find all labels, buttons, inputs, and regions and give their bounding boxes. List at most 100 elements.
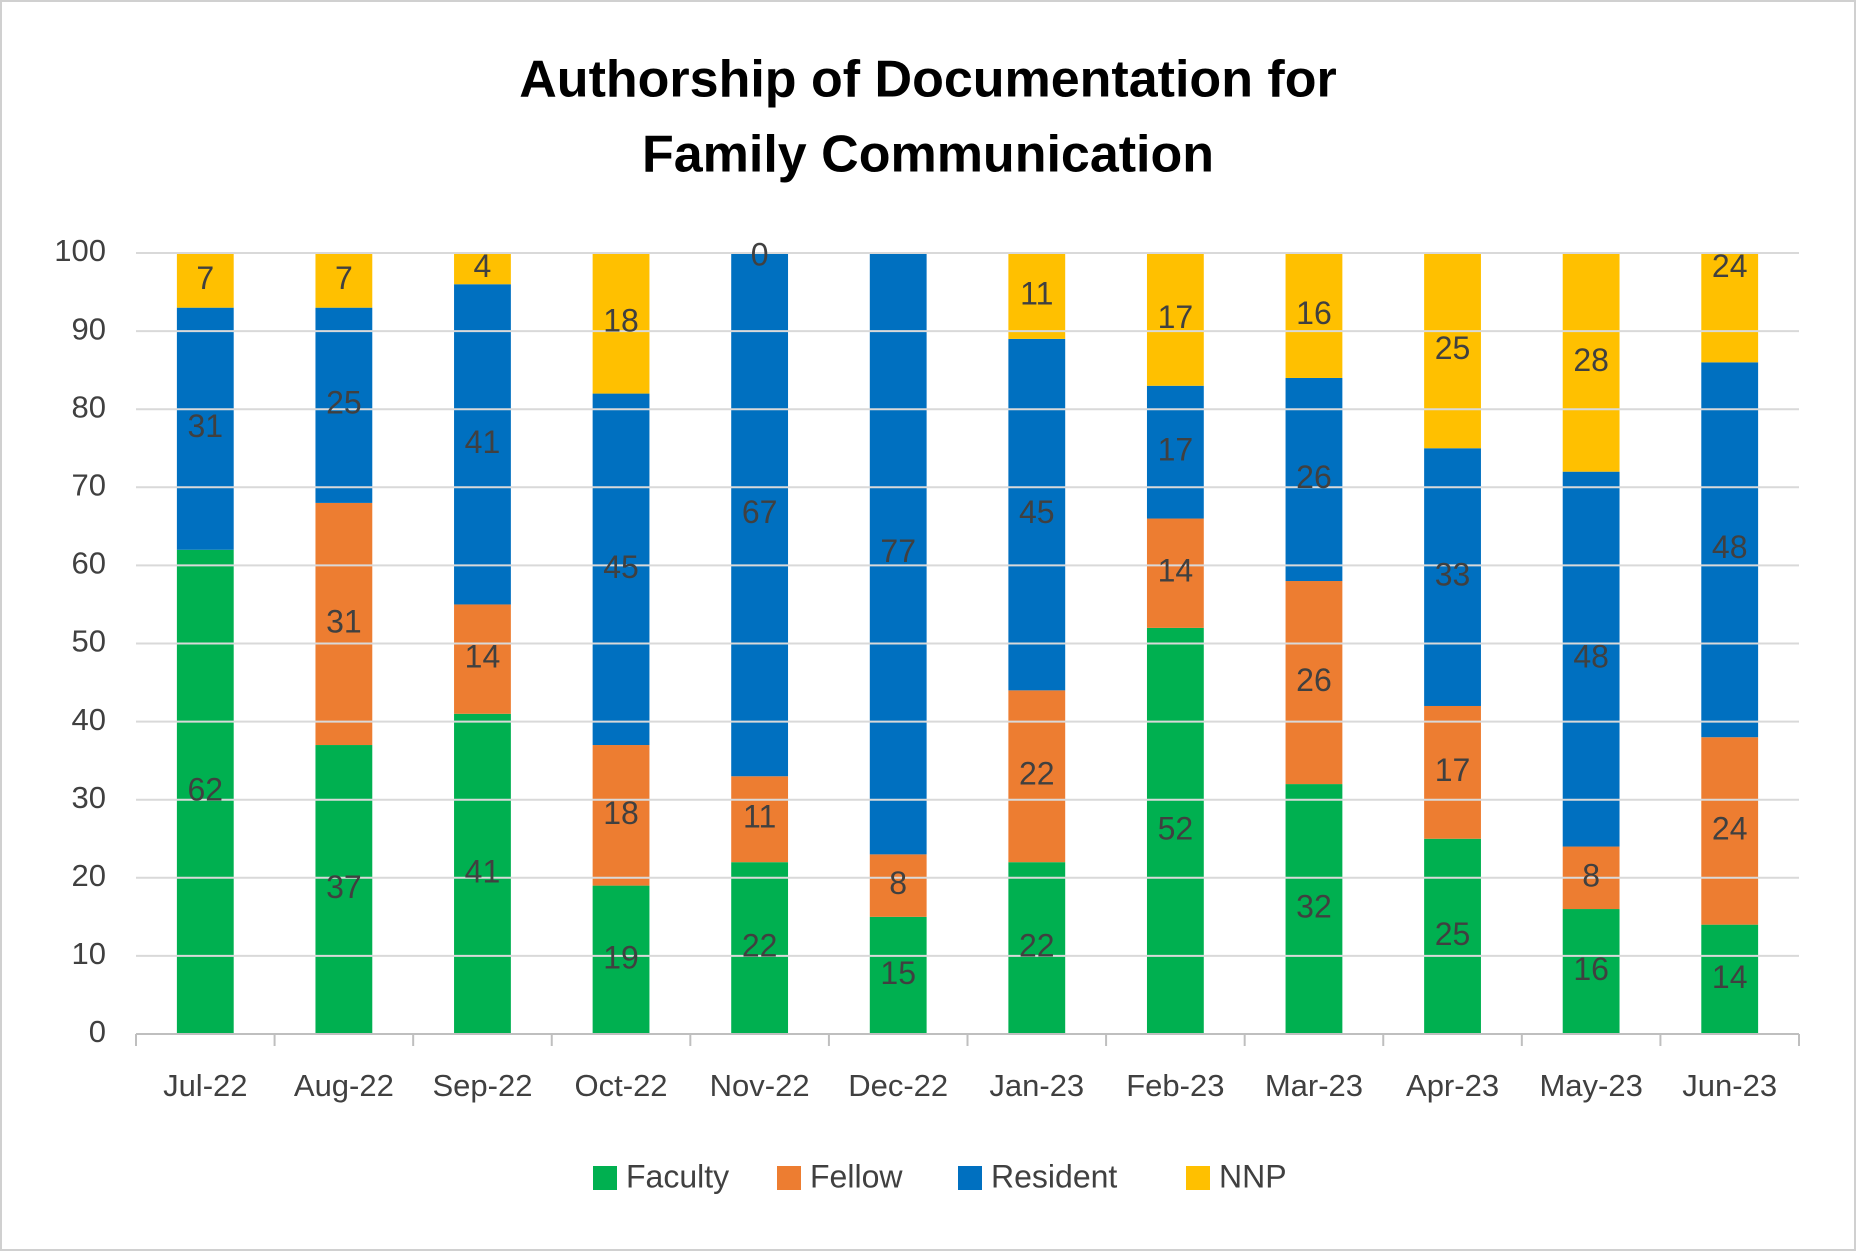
data-label: 14 [1158, 553, 1194, 589]
data-label: 16 [1296, 295, 1332, 331]
data-label: 48 [1573, 639, 1609, 675]
data-label: 14 [1712, 959, 1748, 995]
bar-segment [315, 745, 373, 1034]
bar-segment [1146, 518, 1204, 628]
legend-label: Resident [991, 1158, 1117, 1194]
bar-segment [1562, 253, 1620, 472]
data-label: 31 [326, 603, 362, 639]
data-label: 37 [326, 869, 362, 905]
data-label: 25 [1435, 916, 1471, 952]
bar-segment [315, 307, 373, 503]
x-tick-label: Aug-22 [294, 1068, 394, 1103]
x-tick-label: Oct-22 [575, 1068, 668, 1103]
y-tick-label: 80 [72, 389, 106, 424]
y-tick-label: 50 [72, 624, 106, 659]
bar-segment [454, 604, 511, 714]
bar-segment [1285, 253, 1343, 378]
data-label: 41 [465, 853, 501, 889]
x-tick-label: Dec-22 [848, 1068, 948, 1103]
data-label: 25 [1435, 330, 1471, 366]
data-label: 19 [603, 939, 639, 975]
bar-segment [731, 862, 789, 1034]
y-tick-label: 90 [72, 311, 106, 346]
legend-label: NNP [1219, 1158, 1287, 1194]
legend-label: Fellow [810, 1158, 903, 1194]
bar-segment [1008, 338, 1066, 691]
data-label: 32 [1296, 888, 1332, 924]
data-label: 11 [1020, 275, 1053, 311]
y-tick-label: 0 [89, 1014, 106, 1049]
bar-segment [869, 253, 927, 855]
data-label: 4 [474, 248, 492, 284]
bar-segment [1285, 377, 1343, 582]
y-tick-label: 100 [54, 233, 106, 268]
bar-segment [731, 776, 789, 863]
data-label: 45 [1019, 494, 1055, 530]
data-label: 8 [1582, 857, 1600, 893]
data-label: 18 [603, 303, 639, 339]
data-label: 52 [1158, 810, 1194, 846]
data-label: 16 [1573, 951, 1609, 987]
bar-segment [1146, 627, 1204, 1034]
data-label: 31 [187, 408, 223, 444]
data-label: 22 [1019, 756, 1055, 792]
data-label: 15 [880, 955, 916, 991]
data-label: 22 [742, 928, 778, 964]
data-label: 77 [880, 533, 916, 569]
data-label: 22 [1019, 928, 1055, 964]
bar-segment [1424, 705, 1481, 839]
y-tick-label: 40 [72, 702, 106, 737]
data-label: 48 [1712, 529, 1748, 565]
bar-segment [454, 284, 511, 605]
legend-label: Faculty [626, 1158, 729, 1194]
y-tick-label: 30 [72, 780, 106, 815]
y-tick-label: 70 [72, 467, 106, 502]
data-label: 18 [603, 795, 639, 831]
bar-segment [592, 393, 650, 746]
bar-segment [869, 854, 927, 917]
bar-segment [731, 253, 789, 777]
y-tick-label: 10 [72, 936, 106, 971]
bar-segment [1701, 362, 1759, 738]
bar-segment [176, 253, 234, 308]
bar-segment [1424, 838, 1481, 1034]
data-label: 8 [889, 865, 907, 901]
data-label: 26 [1296, 459, 1332, 495]
x-tick-label: Apr-23 [1406, 1068, 1499, 1103]
data-label: 62 [187, 771, 223, 807]
chart-title: Family Communication [642, 126, 1214, 184]
chart-title: Authorship of Documentation for [519, 51, 1336, 109]
bar-segment [1562, 909, 1620, 1034]
bar-segment [1146, 253, 1204, 386]
legend-swatch [958, 1166, 982, 1190]
bar-segment [1701, 253, 1759, 363]
bar-segment [592, 885, 650, 1034]
legend-swatch [593, 1166, 617, 1190]
bar-segment [1701, 924, 1759, 1034]
bar-segment [1701, 737, 1759, 925]
bar-segment [315, 253, 373, 308]
bar-segment [176, 549, 234, 1034]
bar-segment [1008, 862, 1066, 1034]
x-tick-label: Jun-23 [1682, 1068, 1777, 1103]
data-label: 14 [465, 639, 501, 675]
data-label: 25 [326, 385, 362, 421]
data-label: 24 [1712, 810, 1748, 846]
x-tick-label: Nov-22 [710, 1068, 810, 1103]
legend-swatch [1186, 1166, 1210, 1190]
data-label: 33 [1435, 557, 1471, 593]
bar-segment [1008, 253, 1066, 339]
data-label: 41 [465, 424, 501, 460]
data-label: 0 [751, 236, 769, 272]
y-tick-label: 60 [72, 546, 106, 581]
data-label: 7 [196, 260, 214, 296]
bar-segment [1562, 471, 1620, 847]
x-tick-label: May-23 [1539, 1068, 1642, 1103]
bar-segment [176, 307, 234, 550]
bar-segment [1146, 385, 1204, 519]
x-tick-label: Mar-23 [1265, 1068, 1363, 1103]
data-label: 17 [1158, 432, 1194, 468]
data-label: 17 [1435, 752, 1471, 788]
data-label: 45 [603, 549, 639, 585]
